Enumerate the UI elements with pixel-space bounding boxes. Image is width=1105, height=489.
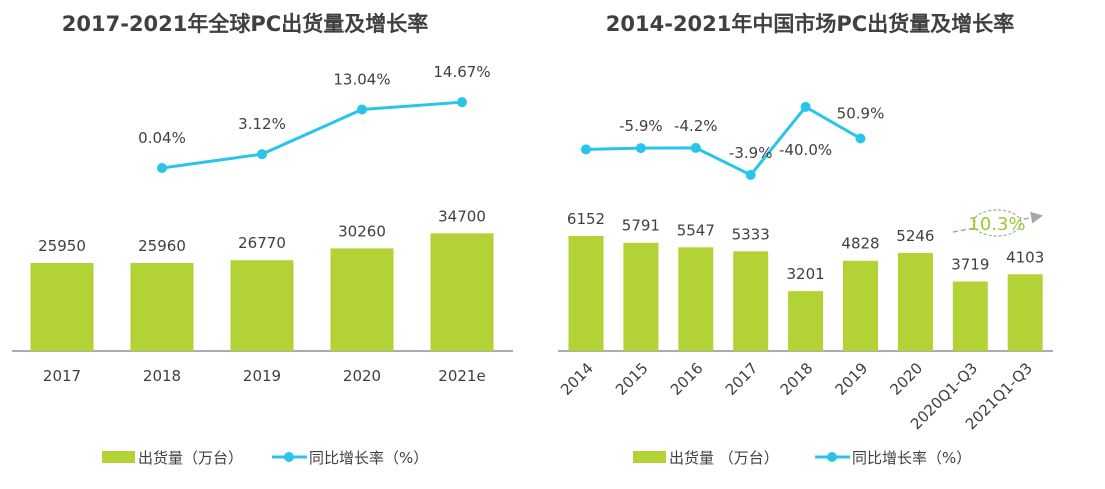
- bar-value-label: 25950: [38, 237, 86, 255]
- legend-bar-swatch: [633, 451, 666, 463]
- bar-value-label: 4828: [841, 235, 879, 253]
- x-tick-label: 2016: [667, 359, 707, 399]
- growth-value-label: 3.12%: [238, 115, 286, 133]
- growth-value-label: 50.9%: [837, 104, 885, 122]
- bar: [230, 260, 294, 351]
- bar: [1007, 274, 1043, 351]
- bar: [788, 291, 824, 351]
- bar-value-label: 34700: [438, 207, 486, 225]
- x-tick-label: 2018: [143, 367, 181, 385]
- bar-value-label: 3201: [787, 265, 825, 283]
- x-tick-label: 2020: [343, 367, 381, 385]
- bar-value-label: 30260: [338, 222, 386, 240]
- growth-point: [800, 101, 811, 112]
- bar: [952, 281, 988, 351]
- growth-point: [745, 169, 756, 180]
- x-tick-label: 2019: [832, 359, 872, 399]
- growth-line: [585, 104, 862, 177]
- growth-annotation: 10.3%: [952, 209, 1043, 237]
- x-tick-label: 2017: [722, 359, 762, 399]
- bar: [130, 262, 194, 351]
- chart-title-right: 2014-2021年中国市场PC出货量及增长率: [606, 12, 1014, 36]
- growth-point: [690, 142, 701, 153]
- legend-left: 出货量（万台） 同比增长率（%）: [102, 449, 428, 467]
- x-tick-label: 2019: [243, 367, 281, 385]
- growth-line: [161, 100, 463, 170]
- bar-value-label: 5333: [732, 225, 770, 243]
- legend-bar-swatch: [102, 451, 135, 463]
- bar-value-label: 5246: [896, 227, 934, 245]
- bar-value-label: 3719: [951, 255, 989, 273]
- growth-point: [855, 133, 866, 144]
- x-tick-label: 2017: [43, 367, 81, 385]
- bar-value-label: 26770: [238, 234, 286, 252]
- growth-value-label: 0.04%: [138, 129, 186, 147]
- bar: [30, 263, 94, 351]
- x-tick-label: 2018: [777, 359, 817, 399]
- x-tick-label: 2014: [557, 359, 597, 399]
- legend-line-label: 同比增长率（%）: [309, 449, 428, 467]
- bar: [568, 236, 604, 351]
- legend-bar-label: 出货量（万台）: [138, 449, 243, 467]
- legend-bar-label: 出货量 （万台）: [669, 449, 779, 467]
- legend-right: 出货量 （万台） 同比增长率（%）: [633, 449, 971, 467]
- growth-point: [457, 97, 467, 108]
- bar: [623, 242, 659, 351]
- growth-value-label: -5.9%: [619, 117, 663, 135]
- bar-value-label: 5547: [677, 221, 715, 239]
- bar: [430, 233, 494, 351]
- growth-value-label: 14.67%: [433, 63, 490, 81]
- growth-value-label: 13.04%: [333, 71, 390, 89]
- growth-point: [581, 144, 591, 155]
- x-tick-label: 2021e: [438, 367, 485, 385]
- x-tick-label: 2015: [612, 359, 652, 399]
- annotation-label: 10.3%: [968, 214, 1025, 235]
- bar-value-label: 6152: [567, 210, 605, 228]
- x-tick-label: 2020: [886, 359, 926, 399]
- bar: [330, 248, 394, 351]
- growth-value-label: -3.9%: [729, 144, 773, 162]
- growth-point: [257, 149, 267, 160]
- growth-point: [157, 163, 167, 174]
- bar: [733, 251, 769, 351]
- bar: [678, 247, 714, 351]
- chart-title-left: 2017-2021年全球PC出货量及增长率: [62, 12, 428, 36]
- growth-point: [357, 104, 367, 115]
- bar: [897, 252, 933, 351]
- bar-value-label: 5791: [622, 217, 660, 235]
- growth-value-label: -40.0%: [779, 141, 832, 159]
- growth-point: [635, 143, 646, 154]
- legend-line-label: 同比增长率（%）: [852, 449, 971, 467]
- bar-value-label: 25960: [138, 237, 186, 255]
- bar: [843, 260, 878, 351]
- growth-value-label: -4.2%: [674, 117, 718, 135]
- bar-value-label: 4103: [1006, 248, 1044, 266]
